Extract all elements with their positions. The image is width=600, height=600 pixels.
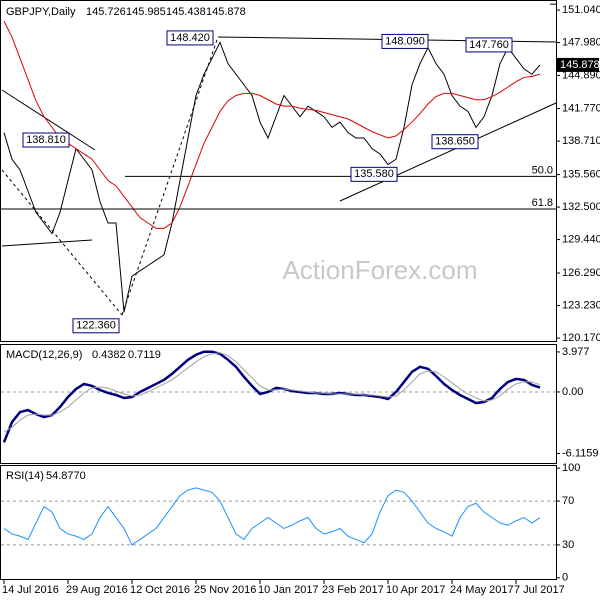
annotation-label: 138.650 (435, 136, 475, 148)
readout-value: 145.878 (206, 6, 246, 18)
x-tick-label: 29 Aug 2016 (66, 584, 128, 596)
x-tick-label: 24 May 2017 (450, 584, 514, 596)
y-tick-label: 70 (562, 495, 574, 507)
dashed-trend-line (121, 36, 219, 316)
panel-title: GBPJPY,Daily (6, 6, 76, 18)
annotation-label: 148.420 (170, 32, 210, 44)
annotation-box (72, 318, 120, 334)
y-tick-label: 151.040 (562, 4, 600, 16)
readout-value: 145.985 (126, 6, 166, 18)
annotation-label: 135.580 (354, 168, 394, 180)
readout-value: 0.7119 (128, 349, 161, 361)
y-tick-label: 123.230 (562, 299, 600, 311)
panel-title: RSI(14) (6, 470, 44, 482)
series-line (3, 41, 541, 313)
series-line (3, 20, 541, 229)
dashed-trend-line (1, 169, 123, 316)
annotation-label: 148.090 (385, 35, 425, 47)
annotation-box (22, 132, 70, 148)
y-tick-label: 138.710 (562, 135, 600, 147)
y-tick-label: 126.290 (562, 267, 600, 279)
y-tick-label: 3.977 (562, 346, 590, 358)
readout-value: 145.726 (86, 6, 126, 18)
last-price-label: 145.878 (560, 59, 600, 71)
readout-value: 145.438 (166, 6, 206, 18)
x-tick-label: 10 Jan 2017 (258, 584, 319, 596)
annotation-label: 122.360 (76, 320, 116, 332)
fib-label: 50.0 (532, 164, 553, 176)
y-tick-label: 100 (562, 462, 580, 474)
x-tick-label: 12 Oct 2016 (130, 584, 190, 596)
readout-value: 0.4382 (92, 349, 126, 361)
annotation-box (465, 37, 513, 53)
readout-value: 54.8770 (46, 470, 86, 482)
panel-title: MACD(12,26,9) (6, 349, 82, 361)
x-tick-label: 25 Nov 2016 (194, 584, 256, 596)
y-tick-label: 135.560 (562, 168, 600, 180)
y-tick-label: 0 (562, 572, 568, 584)
y-tick-label: 129.440 (562, 233, 600, 245)
trend-line (1, 239, 93, 247)
rsi-panel (0, 465, 557, 580)
last-price-box (557, 57, 599, 72)
fib-label: 61.8 (532, 197, 553, 209)
series-line (3, 352, 541, 433)
y-tick-label: 141.770 (562, 102, 600, 114)
annotation-label: 138.810 (26, 134, 66, 146)
y-tick-label: 144.890 (562, 69, 600, 81)
x-tick-label: 23 Feb 2017 (322, 584, 384, 596)
y-tick-label: -6.1159 (562, 447, 599, 459)
annotation-box (381, 33, 429, 49)
macd-panel (0, 344, 557, 464)
annotation-box (350, 166, 398, 182)
fib-label: 38.2 (532, 0, 553, 4)
y-tick-label: 120.170 (562, 332, 600, 344)
y-tick-label: 147.980 (562, 36, 600, 48)
x-tick-label: 7 Jul 2017 (514, 584, 565, 596)
y-tick-label: 30 (562, 539, 574, 551)
y-tick-label: 0.00 (562, 386, 583, 398)
watermark: ActionForex.com (282, 255, 477, 285)
series-line (3, 487, 541, 546)
y-tick-label: 132.500 (562, 201, 600, 213)
annotation-box (166, 30, 214, 46)
annotation-box (431, 134, 479, 150)
annotation-label: 147.760 (469, 39, 509, 51)
trend-line (1, 89, 96, 151)
price-panel (0, 0, 557, 342)
x-tick-label: 14 Jul 2016 (2, 584, 59, 596)
support-line (339, 102, 557, 202)
x-tick-label: 10 Apr 2017 (386, 584, 445, 596)
